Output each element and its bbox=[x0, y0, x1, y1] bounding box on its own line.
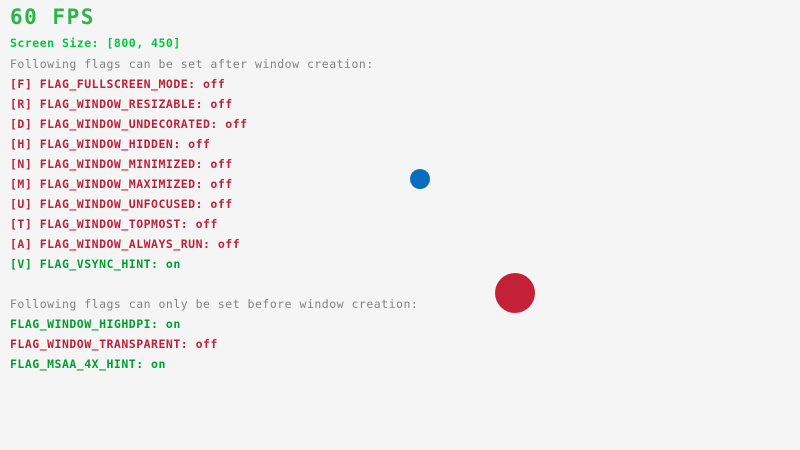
flag-row-flag_window_unfocused[interactable]: [U] FLAG_WINDOW_UNFOCUSED: off bbox=[10, 197, 233, 211]
flag-row-flag_window_undecorated[interactable]: [D] FLAG_WINDOW_UNDECORATED: off bbox=[10, 117, 248, 131]
flag-row-flag_window_hidden[interactable]: [H] FLAG_WINDOW_HIDDEN: off bbox=[10, 137, 211, 151]
flag-row-flag_window_resizable[interactable]: [R] FLAG_WINDOW_RESIZABLE: off bbox=[10, 97, 233, 111]
screen-size-label: Screen Size: [800, 450] bbox=[10, 36, 181, 50]
flag-row-flag_vsync_hint[interactable]: [V] FLAG_VSYNC_HINT: on bbox=[10, 257, 181, 271]
flag-row-flag_window_always_run[interactable]: [A] FLAG_WINDOW_ALWAYS_RUN: off bbox=[10, 237, 241, 251]
flag-row-flag_window_minimized[interactable]: [N] FLAG_WINDOW_MINIMIZED: off bbox=[10, 157, 233, 171]
flag-row-flag_window_maximized[interactable]: [M] FLAG_WINDOW_MAXIMIZED: off bbox=[10, 177, 233, 191]
flag-row-flag_msaa_4x_hint[interactable]: FLAG_MSAA_4X_HINT: on bbox=[10, 357, 166, 371]
red-ball-shape bbox=[495, 273, 535, 313]
flag-row-flag_window_transparent[interactable]: FLAG_WINDOW_TRANSPARENT: off bbox=[10, 337, 218, 351]
flag-row-flag_fullscreen_mode[interactable]: [F] FLAG_FULLSCREEN_MODE: off bbox=[10, 77, 226, 91]
fps-counter: 60 FPS bbox=[10, 5, 95, 29]
flag-row-flag_window_topmost[interactable]: [T] FLAG_WINDOW_TOPMOST: off bbox=[10, 217, 218, 231]
flag-row-flag_window_highdpi[interactable]: FLAG_WINDOW_HIGHDPI: on bbox=[10, 317, 181, 331]
section-header-before-creation: Following flags can only be set before w… bbox=[10, 297, 419, 311]
blue-ball-shape bbox=[410, 169, 430, 189]
section-header-after-creation: Following flags can be set after window … bbox=[10, 57, 374, 71]
